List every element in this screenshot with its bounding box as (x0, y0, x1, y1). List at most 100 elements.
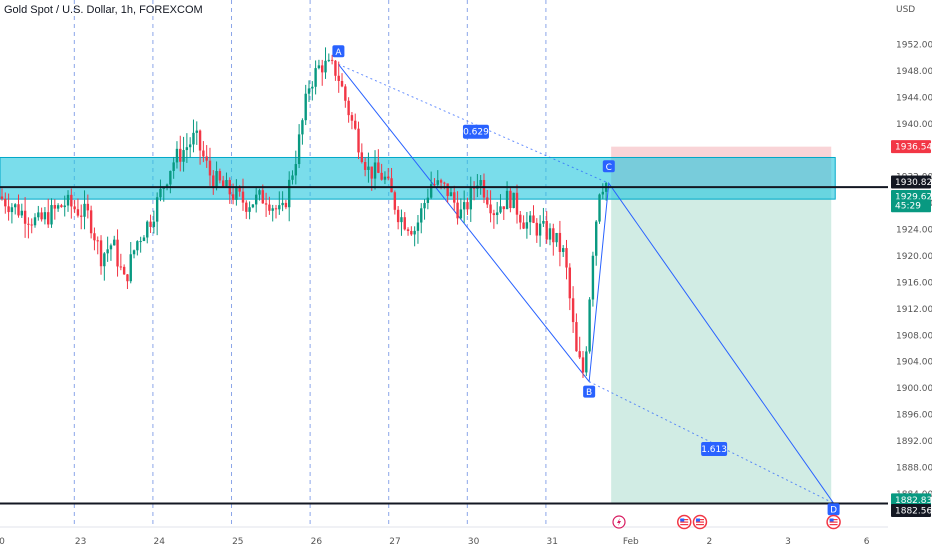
ac-retracement-line[interactable] (338, 63, 609, 184)
ratio-badge[interactable] (701, 441, 728, 456)
us-flag-stripe (695, 524, 704, 526)
us-flag-stripe (680, 521, 689, 523)
candle-body (429, 184, 433, 198)
candle-body (215, 171, 218, 189)
candle-body (535, 222, 538, 236)
candle-body (317, 65, 321, 69)
candle-body (245, 202, 248, 212)
candle-body (86, 203, 90, 211)
candle-body (80, 215, 83, 217)
candle-body (17, 204, 20, 216)
ratio-badge[interactable] (462, 124, 489, 139)
candle-body (469, 186, 472, 210)
take-profit-zone[interactable] (611, 187, 832, 504)
candle-body (575, 322, 578, 352)
candle-body (218, 171, 222, 181)
candle-body (558, 232, 562, 252)
candle-body (47, 212, 50, 225)
candle-body (340, 80, 344, 87)
candle-body (63, 205, 66, 208)
price-tick-label: 1904.00 (896, 358, 932, 368)
candle-body (357, 128, 360, 153)
candle-body (354, 120, 357, 129)
candle-body (542, 220, 545, 224)
point-b-badge[interactable] (583, 385, 596, 398)
candle-body (225, 180, 228, 187)
candle-body (205, 156, 208, 161)
candle-body (423, 202, 426, 209)
us-flag-stripe (829, 524, 838, 526)
candle-body (304, 93, 307, 121)
candle-body (512, 192, 515, 208)
candle-body (172, 162, 175, 171)
candle-body (70, 194, 73, 207)
candle-body (400, 217, 403, 223)
candle-body (581, 357, 585, 373)
candle-body (185, 147, 189, 151)
candle-body (4, 198, 7, 207)
point-a-label: A (335, 48, 342, 58)
price-tag-label: 1936.54 (895, 143, 932, 153)
price-axis-currency: USD (896, 5, 915, 15)
price-tag-label: 1882.56 (895, 506, 932, 516)
time-tick-label: 23 (75, 537, 86, 547)
time-tick-label: 31 (546, 537, 557, 547)
candle-body (410, 230, 413, 235)
candle-body (66, 194, 70, 206)
time-axis[interactable]: 0 23 24 25 26 27 30 31 Feb 2 3 6 (0, 526, 932, 550)
candle-body (182, 150, 185, 162)
candle-body (212, 175, 215, 189)
candle-body (116, 239, 119, 267)
candle-body (132, 250, 136, 255)
candle-body (538, 223, 542, 236)
candle-body (327, 59, 331, 61)
time-tick-label: 3 (785, 537, 791, 547)
candle-body (113, 239, 116, 246)
candle-body (149, 221, 152, 227)
candle-body (311, 86, 314, 89)
point-d-badge[interactable] (827, 503, 840, 516)
candle-body (360, 152, 364, 163)
candle-body (291, 175, 294, 180)
candle-body (281, 202, 284, 206)
candle-body (99, 240, 103, 267)
candle-body (548, 228, 552, 240)
price-axis[interactable]: USD1884.001888.001892.001896.001900.0019… (888, 0, 932, 550)
candle-body (23, 210, 27, 224)
pattern-labels[interactable]: A B C D 0.629 1.613 (332, 45, 840, 516)
candle-body (416, 222, 420, 231)
price-tick-label: 1908.00 (896, 331, 932, 341)
candle-body (284, 202, 288, 208)
candle-body (509, 190, 512, 208)
event-markers[interactable] (612, 514, 841, 530)
point-b-label: B (586, 388, 592, 398)
candle-body (0, 196, 4, 199)
horizontal-levels[interactable] (0, 186, 888, 505)
candle-body (241, 191, 245, 203)
point-a-badge[interactable] (332, 45, 345, 58)
point-c-badge[interactable] (602, 160, 615, 173)
candle-body (387, 176, 390, 179)
price-tick-label: 1892.00 (896, 437, 932, 447)
candle-body (499, 206, 502, 213)
candle-body (373, 162, 377, 179)
candle-body (258, 190, 261, 195)
candle-body (56, 205, 60, 209)
candle-body (601, 191, 605, 195)
candle-body (393, 192, 397, 210)
candle-body (390, 178, 393, 193)
candle-body (165, 184, 169, 188)
candle-body (453, 192, 456, 203)
candle-body (221, 180, 225, 187)
candle-body (96, 240, 99, 242)
candle-body (109, 245, 113, 250)
point-d-label: D (830, 506, 837, 516)
candle-body (307, 88, 311, 94)
candle-body (420, 208, 423, 223)
candle-body (522, 222, 525, 229)
candle-body (14, 204, 17, 208)
candle-body (119, 266, 123, 268)
us-flag-canton (680, 518, 685, 522)
candle-body (562, 248, 565, 252)
